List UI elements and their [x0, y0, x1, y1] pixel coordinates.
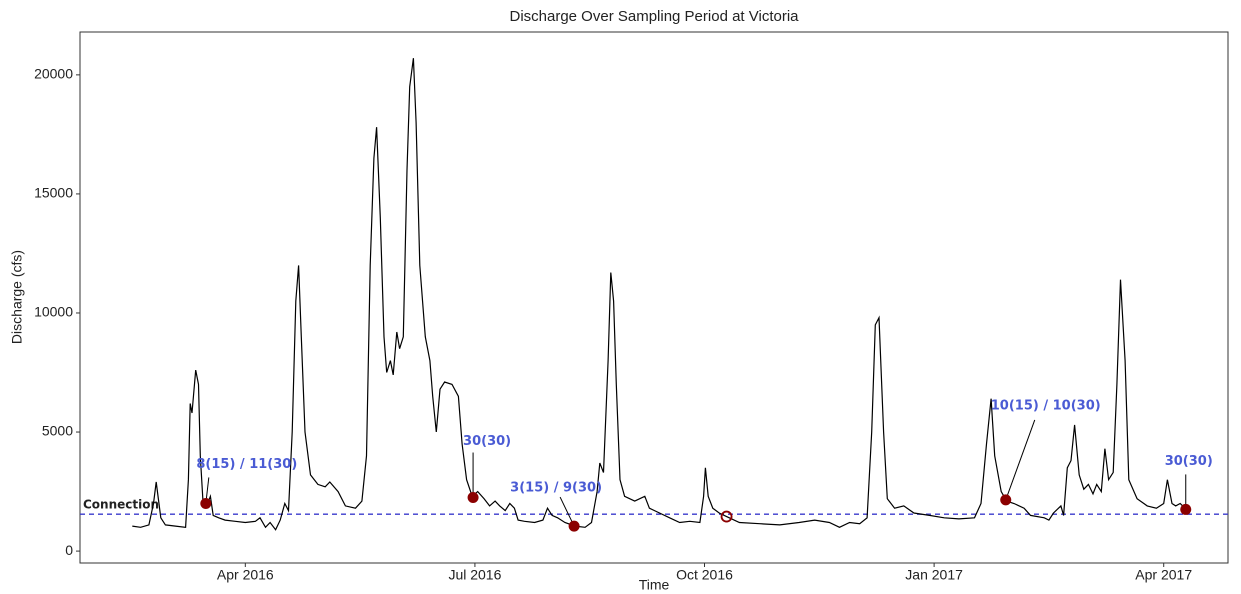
- sample-point: [1180, 503, 1192, 515]
- annotation: 30(30): [463, 434, 511, 449]
- y-tick-label: 15000: [34, 185, 73, 201]
- x-tick-label: Apr 2016: [217, 567, 274, 583]
- annotation-leader: [1005, 419, 1036, 501]
- reference-label: Connection: [83, 498, 159, 512]
- y-tick-label: 0: [65, 542, 73, 558]
- y-tick-label: 10000: [34, 304, 73, 320]
- y-tick-label: 5000: [42, 423, 73, 439]
- y-axis-title: Discharge (cfs): [9, 250, 25, 344]
- sample-point: [720, 510, 733, 523]
- x-tick-label: Jan 2017: [905, 567, 963, 583]
- annotation: 3(15) / 9(30): [510, 481, 602, 496]
- sample-point: [568, 520, 580, 532]
- annotation: 30(30): [1165, 454, 1213, 469]
- y-tick-label: 20000: [34, 66, 73, 82]
- x-tick-label: Jul 2016: [448, 567, 501, 583]
- x-axis-title: Time: [639, 577, 670, 593]
- annotation: 10(15) / 10(30): [991, 398, 1101, 413]
- chart-title: Discharge Over Sampling Period at Victor…: [509, 8, 799, 25]
- x-tick-label: Apr 2017: [1135, 567, 1192, 583]
- annotation: 8(15) / 11(30): [196, 457, 297, 472]
- sample-point: [200, 497, 212, 509]
- sample-point: [1000, 494, 1012, 506]
- sample-point: [467, 492, 479, 504]
- plot-frame: [79, 31, 1229, 564]
- x-tick-label: Oct 2016: [676, 567, 733, 583]
